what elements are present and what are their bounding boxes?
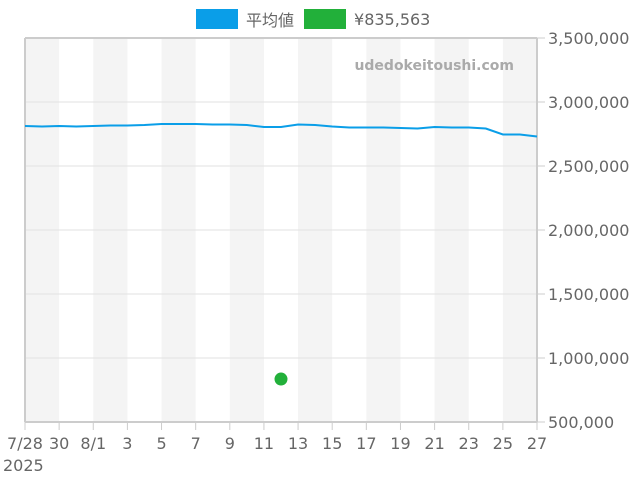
chart-legend: 平均値 ¥835,563 <box>196 8 440 30</box>
svg-text:13: 13 <box>288 434 308 453</box>
price-point[interactable] <box>274 372 288 386</box>
svg-text:19: 19 <box>390 434 410 453</box>
price-points <box>274 372 288 386</box>
svg-text:25: 25 <box>493 434 513 453</box>
svg-text:11: 11 <box>254 434 274 453</box>
watermark: udedokeitoushi.com <box>354 58 514 74</box>
svg-text:3: 3 <box>122 434 132 453</box>
legend-label-average: 平均値 <box>246 11 295 30</box>
svg-text:17: 17 <box>356 434 376 453</box>
svg-text:30: 30 <box>49 434 69 453</box>
legend-item-price[interactable]: ¥835,563 <box>304 9 430 29</box>
legend-item-average[interactable]: 平均値 <box>196 7 294 31</box>
svg-text:23: 23 <box>459 434 479 453</box>
legend-swatch-price <box>304 9 347 29</box>
svg-text:1,000,000: 1,000,000 <box>548 349 629 368</box>
svg-text:9: 9 <box>225 434 235 453</box>
svg-text:21: 21 <box>424 434 444 453</box>
svg-text:2025: 2025 <box>3 456 44 475</box>
svg-text:15: 15 <box>322 434 342 453</box>
svg-text:27: 27 <box>527 434 547 453</box>
svg-text:3,500,000: 3,500,000 <box>548 29 629 48</box>
svg-text:2,500,000: 2,500,000 <box>548 157 629 176</box>
svg-text:7/28: 7/28 <box>7 434 43 453</box>
svg-text:1,500,000: 1,500,000 <box>548 285 629 304</box>
average-price-line[interactable] <box>24 123 538 138</box>
svg-text:5: 5 <box>156 434 166 453</box>
y-axis-ticks: 3,500,000 3,000,000 2,500,000 2,000,000 1,50… <box>537 29 629 432</box>
svg-text:7: 7 <box>191 434 201 453</box>
svg-text:3,000,000: 3,000,000 <box>548 93 629 112</box>
svg-text:8/1: 8/1 <box>80 434 106 453</box>
legend-swatch-average <box>196 9 238 29</box>
svg-text:500,000: 500,000 <box>548 413 614 432</box>
legend-label-price: ¥835,563 <box>354 9 431 29</box>
x-axis-ticks: 7/28 30 8/1 3 5 7 9 11 13 15 17 19 21 23 25 27 2025 <box>3 422 547 475</box>
svg-text:2,000,000: 2,000,000 <box>548 221 629 240</box>
